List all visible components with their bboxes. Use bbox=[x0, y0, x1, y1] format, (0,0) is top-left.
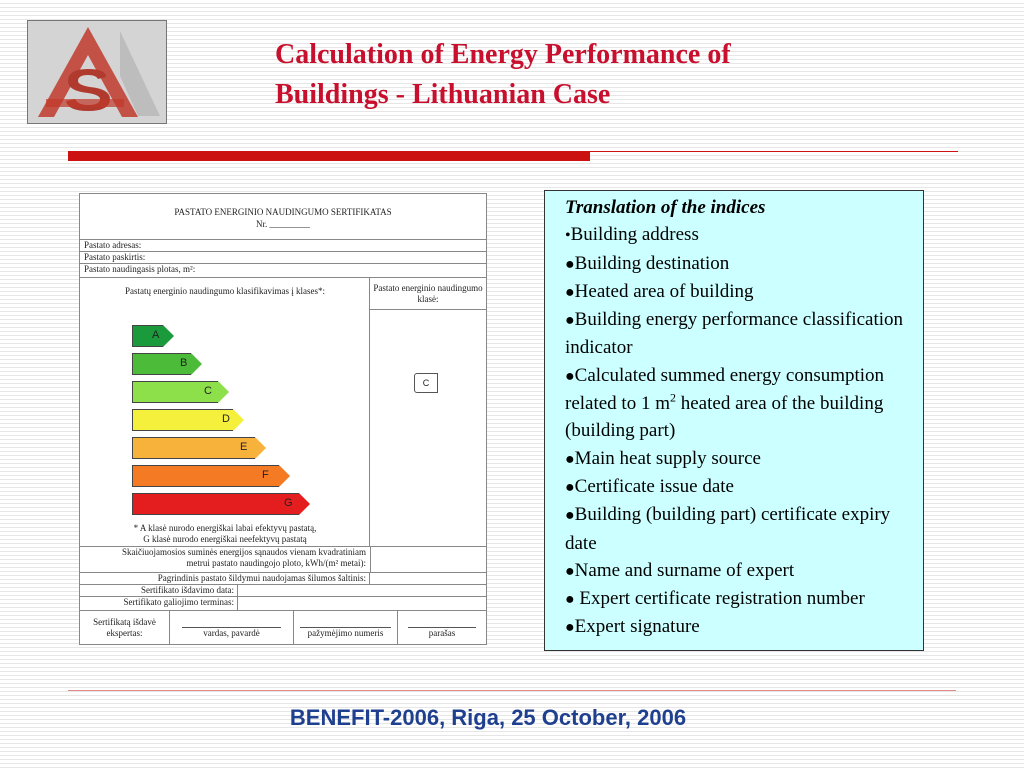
list-item: ●Calculated summed energy consumption re… bbox=[565, 364, 885, 442]
bullet-icon: ● bbox=[565, 367, 575, 385]
bullet-icon: ● bbox=[565, 283, 575, 301]
translation-box: Translation of the indices •Building add… bbox=[544, 190, 924, 651]
class-result-panel: Pastato energinio naudingumo klasė: C bbox=[370, 278, 486, 547]
bullet-icon: • bbox=[565, 227, 571, 245]
class-result-header: Pastato energinio naudingumo klasė: bbox=[370, 278, 486, 310]
expiry-label: Sertifikato galiojimo terminas: bbox=[80, 597, 238, 610]
certificate-title: PASTATO ENERGINIO NAUDINGUMO SERTIFIKATA… bbox=[174, 207, 392, 217]
list-item: ●Certificate issue date bbox=[565, 475, 734, 497]
expiry-row: Sertifikato galiojimo terminas: bbox=[80, 597, 486, 611]
slide-title: Calculation of Energy Performance of Bui… bbox=[275, 35, 915, 115]
cert-number-label: pažymėjimo numeris bbox=[300, 627, 391, 639]
energy-class-label: C bbox=[204, 385, 212, 397]
bullet-icon: ● bbox=[565, 619, 575, 637]
footer-divider bbox=[68, 690, 956, 691]
title-line-1: Calculation of Energy Performance of bbox=[275, 39, 731, 70]
expert-name-field: vardas, pavardė bbox=[170, 611, 294, 645]
energy-class-label: A bbox=[152, 329, 160, 341]
logo bbox=[27, 20, 167, 124]
list-item: ●Name and surname of expert bbox=[565, 559, 795, 581]
consumption-line-1: Skaičiuojamosios suminės energijos sąnau… bbox=[121, 547, 366, 557]
bullet-icon: ● bbox=[565, 450, 575, 468]
list-item: ●Building (building part) certificate ex… bbox=[565, 504, 891, 554]
bullet-icon: ● bbox=[565, 507, 575, 525]
issue-date-row: Sertifikato išdavimo data: bbox=[80, 585, 486, 597]
issuer-label: Sertifikatą išdavė ekspertas: bbox=[80, 611, 170, 645]
signature-field: parašas bbox=[398, 611, 486, 645]
list-item: ●Main heat supply source bbox=[565, 447, 761, 469]
list-item: ●Expert signature bbox=[565, 616, 700, 638]
title-line-2: Buildings - Lithuanian Case bbox=[275, 79, 611, 110]
translation-heading: Translation of the indices bbox=[565, 197, 766, 218]
signature-row: Sertifikatą išdavė ekspertas: vardas, pa… bbox=[80, 611, 486, 645]
list-item: ●Building destination bbox=[565, 252, 730, 274]
heat-source-row: Pagrindinis pastato šildymui naudojamas … bbox=[80, 573, 486, 585]
energy-class-label: D bbox=[222, 413, 230, 425]
bullet-icon: ● bbox=[565, 562, 575, 580]
certificate-number: Nr. _________ bbox=[256, 219, 310, 229]
certificate-form: PASTATO ENERGINIO NAUDINGUMO SERTIFIKATA… bbox=[79, 193, 487, 645]
area-row: Pastato naudingasis plotas, m²: bbox=[80, 264, 486, 278]
title-underline-line bbox=[590, 151, 958, 152]
title-underline-bar bbox=[68, 151, 590, 161]
certificate-header: PASTATO ENERGINIO NAUDINGUMO SERTIFIKATA… bbox=[80, 194, 486, 240]
logo-mark-icon bbox=[28, 21, 166, 123]
address-row: Pastato adresas: bbox=[80, 240, 486, 252]
list-item: •Building address bbox=[565, 224, 699, 246]
consumption-line-2: metrui pastato naudingojo ploto, kWh/(m²… bbox=[186, 558, 366, 568]
footer-text: BENEFIT-2006, Riga, 25 October, 2006 bbox=[289, 705, 687, 730]
bullet-icon: ● bbox=[565, 478, 575, 496]
bullet-icon: ● bbox=[565, 591, 575, 609]
signature-label: parašas bbox=[408, 627, 476, 639]
list-item: ●Building energy performance classificat… bbox=[565, 309, 904, 359]
energy-class-label: G bbox=[284, 497, 293, 509]
bullet-icon: ● bbox=[565, 255, 575, 273]
energy-class-label: F bbox=[262, 469, 269, 481]
list-item: ●Heated area of building bbox=[565, 280, 754, 302]
footnote-line-1: * A klasė nurodo energiškai labai efekty… bbox=[133, 523, 317, 533]
classification-label: Pastatų energinio naudingumo klasifikavi… bbox=[124, 286, 326, 296]
footnote-line-2: G klasė nurodo energiškai neefektyvų pas… bbox=[143, 534, 307, 544]
heat-source-label: Pagrindinis pastato šildymui naudojamas … bbox=[80, 573, 370, 584]
consumption-row: Skaičiuojamosios suminės energijos sąnau… bbox=[80, 547, 486, 573]
bullet-icon: ● bbox=[565, 312, 575, 330]
energy-class-label: E bbox=[240, 441, 248, 453]
classification-panel: Pastatų energinio naudingumo klasifikavi… bbox=[80, 278, 370, 547]
issue-date-label: Sertifikato išdavimo data: bbox=[80, 585, 238, 596]
purpose-row: Pastato paskirtis: bbox=[80, 252, 486, 264]
list-item: ● Expert certificate registration number bbox=[565, 588, 865, 610]
energy-class-label: B bbox=[180, 357, 188, 369]
cert-number-field: pažymėjimo numeris bbox=[294, 611, 398, 645]
expert-name-label: vardas, pavardė bbox=[182, 627, 281, 639]
selected-class-badge: C bbox=[414, 373, 438, 393]
